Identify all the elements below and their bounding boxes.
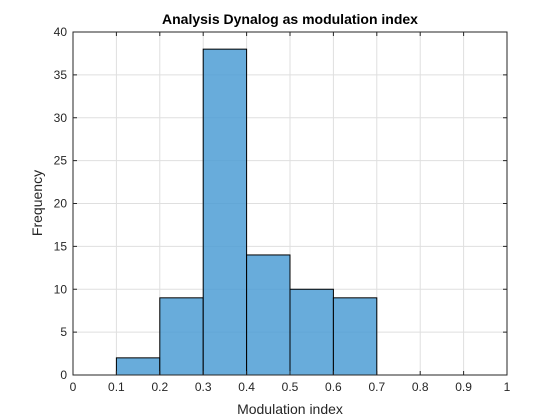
y-tick-label: 30 [54,111,68,125]
x-tick-label: 0.5 [282,380,299,394]
y-tick-label: 40 [54,25,68,39]
histogram-bar [159,297,204,376]
y-tick-label: 10 [54,282,68,296]
axes [72,31,508,376]
tick-labels: 0 0.1 0.2 0.3 0.4 0.5 0.6 0.7 0.8 0.9 105101520253… [54,25,511,394]
x-tick-label: 0.4 [238,380,255,394]
histogram-bar [289,288,334,376]
y-tick-label: 20 [54,197,68,211]
histogram-bar [115,357,161,376]
x-tick-label: 0.1 [108,380,125,394]
x-tick-label: 0.9 [455,380,472,394]
x-tick-label: 0.8 [412,380,429,394]
y-tick-label: 15 [54,239,68,253]
x-tick-label: 0.7 [368,380,385,394]
chart-title: Analysis Dynalog as modulation index [162,11,418,27]
x-tick-label: 0.6 [325,380,342,394]
y-tick-label: 0 [60,368,67,382]
x-axis-label: Modulation index [237,401,343,417]
x-tick-label: 0.3 [195,380,212,394]
histogram-bar [202,48,248,376]
y-tick-label: 25 [54,154,68,168]
x-tick-label: 1 [504,380,511,394]
y-tick-label: 5 [60,325,67,339]
y-axis-label: Frequency [29,170,45,236]
x-tick-label: 0.2 [151,380,168,394]
y-tick-label: 35 [54,68,68,82]
histogram-bar [332,297,378,376]
histogram-bar [246,254,291,376]
x-tick-label: 0 [70,380,77,394]
